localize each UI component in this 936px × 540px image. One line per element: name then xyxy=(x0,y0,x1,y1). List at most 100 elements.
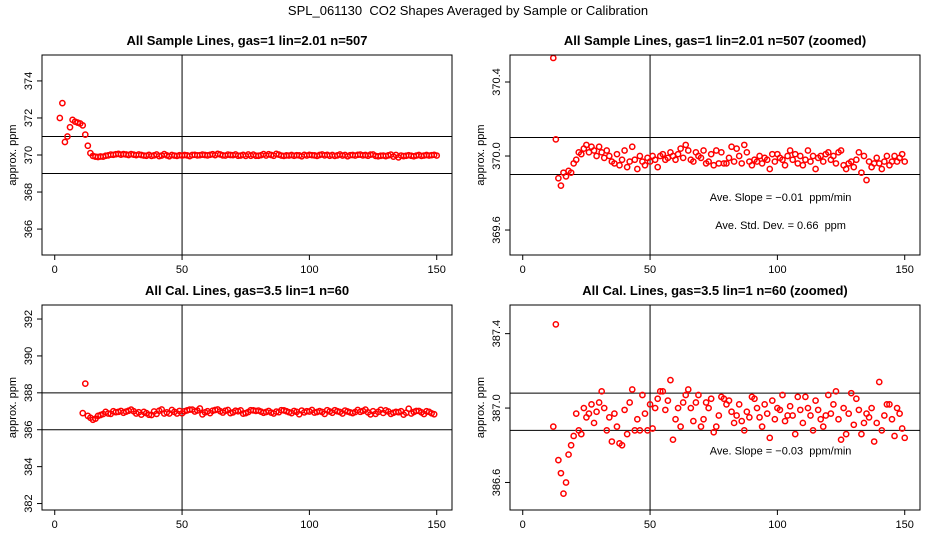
panel: All Sample Lines, gas=1 lin=2.01 n=507 ap… xyxy=(7,33,453,276)
point xyxy=(799,161,807,169)
point xyxy=(613,150,621,158)
point xyxy=(880,158,888,165)
point xyxy=(898,425,906,432)
point xyxy=(784,152,791,160)
point xyxy=(725,154,733,162)
point xyxy=(751,395,758,403)
point xyxy=(837,147,845,154)
point xyxy=(702,399,710,406)
point xyxy=(577,430,585,438)
point xyxy=(590,147,598,154)
point xyxy=(873,154,881,162)
point xyxy=(661,406,669,414)
point xyxy=(651,156,659,164)
point xyxy=(654,163,662,171)
point xyxy=(850,421,858,429)
point xyxy=(771,158,779,165)
point xyxy=(812,165,819,173)
point xyxy=(852,156,860,164)
point xyxy=(633,165,641,173)
point xyxy=(789,412,797,419)
point xyxy=(659,387,667,395)
plot-frame xyxy=(509,54,921,256)
point xyxy=(705,158,712,165)
point xyxy=(621,147,628,154)
point xyxy=(59,99,66,107)
point xyxy=(855,406,863,414)
point xyxy=(598,387,606,395)
y-axis-label: approx. ppm xyxy=(475,377,487,438)
panel-title: All Sample Lines, gas=1 lin=2.01 n=507 (… xyxy=(564,33,866,48)
point xyxy=(623,163,631,171)
point xyxy=(690,158,697,165)
point xyxy=(814,406,822,414)
point xyxy=(707,395,715,403)
point xyxy=(636,427,644,434)
point xyxy=(827,410,835,417)
plot-frame xyxy=(41,304,453,511)
x-tick-label: 0 xyxy=(520,519,526,531)
point xyxy=(555,456,562,464)
point xyxy=(883,152,891,160)
point xyxy=(600,404,608,412)
point xyxy=(672,156,679,164)
y-tick-label: 392 xyxy=(23,310,35,328)
point xyxy=(623,430,631,438)
x-tick-label: 50 xyxy=(644,519,656,531)
point xyxy=(641,161,649,169)
point xyxy=(81,131,89,138)
point xyxy=(595,143,603,151)
point xyxy=(830,152,837,160)
panel: All Cal. Lines, gas=3.5 lin=1 n=60 (zoom… xyxy=(475,283,921,531)
point xyxy=(430,410,438,418)
point xyxy=(799,419,807,427)
point xyxy=(651,404,659,412)
point xyxy=(865,414,873,421)
point xyxy=(771,415,779,423)
x-tick-label: 50 xyxy=(176,519,188,531)
point xyxy=(679,399,687,406)
point xyxy=(674,404,682,412)
point xyxy=(763,156,771,164)
point xyxy=(878,165,886,173)
point xyxy=(672,415,679,423)
point xyxy=(850,163,858,171)
point xyxy=(832,160,840,167)
point xyxy=(565,451,572,458)
point xyxy=(753,404,761,412)
panel-title: All Cal. Lines, gas=3.5 lin=1 n=60 xyxy=(145,283,349,298)
point xyxy=(603,427,611,434)
point xyxy=(830,400,837,408)
point xyxy=(618,156,626,164)
point xyxy=(595,399,603,406)
point xyxy=(766,434,774,442)
point xyxy=(725,397,733,404)
point xyxy=(891,432,898,440)
point xyxy=(840,404,847,412)
annotation: Ave. Std. Dev. = 0.66 ppm xyxy=(715,220,846,232)
point xyxy=(807,158,814,165)
y-tick-label: 374 xyxy=(23,72,35,90)
point xyxy=(809,427,817,434)
point xyxy=(572,156,580,164)
point xyxy=(588,400,595,408)
point xyxy=(873,419,881,427)
x-tick-label: 100 xyxy=(300,264,318,276)
point xyxy=(552,136,560,143)
point xyxy=(700,415,707,423)
point xyxy=(824,391,832,399)
point xyxy=(646,400,654,408)
y-axis-label: approx. ppm xyxy=(7,124,19,185)
point xyxy=(684,386,692,393)
point xyxy=(145,411,153,419)
point xyxy=(735,152,743,160)
point xyxy=(605,414,613,421)
point xyxy=(684,147,692,154)
point xyxy=(837,436,845,444)
point xyxy=(593,408,600,416)
point xyxy=(756,414,763,421)
point xyxy=(875,378,883,386)
point xyxy=(64,133,71,140)
